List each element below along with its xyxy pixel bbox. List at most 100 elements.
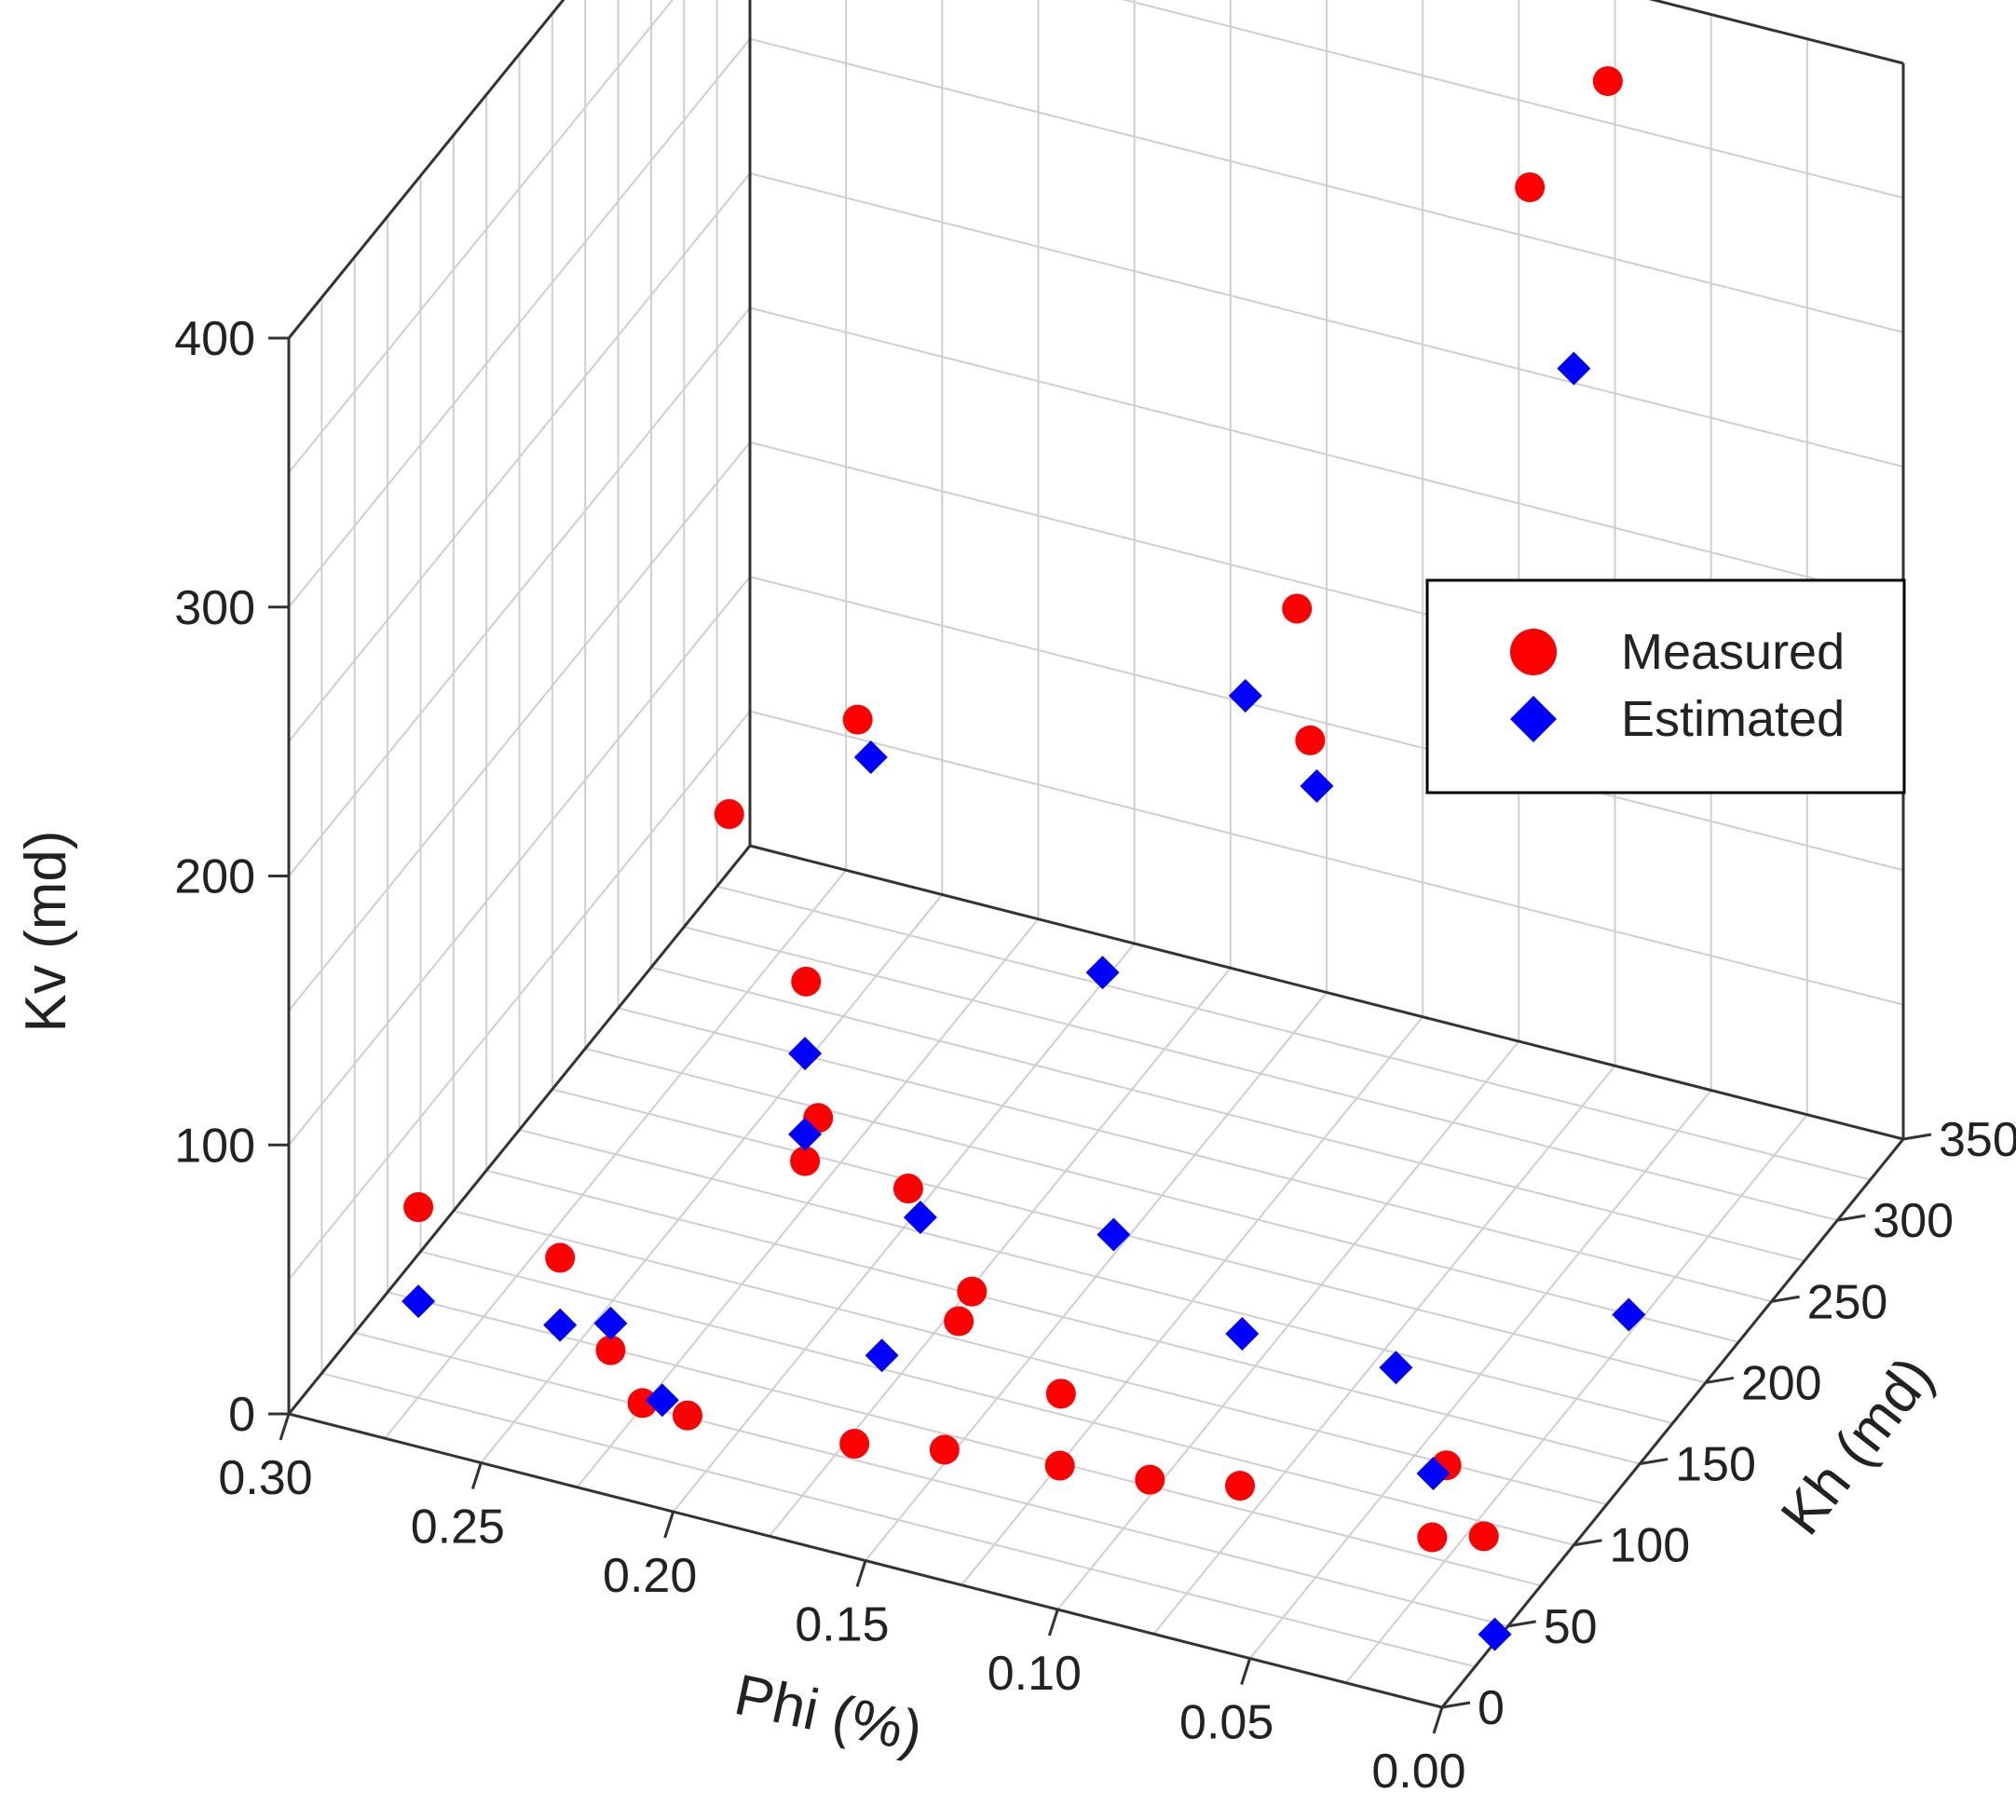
y-tick-label: 250 <box>1807 1275 1888 1329</box>
data-point-measured <box>1468 1521 1499 1552</box>
grid-line <box>288 172 751 742</box>
x-tick-mark <box>1240 1658 1252 1685</box>
y-tick-label: 100 <box>1609 1519 1690 1573</box>
data-point-estimated <box>1478 1617 1512 1651</box>
data-point-measured <box>892 1174 923 1204</box>
data-point-estimated <box>1416 1456 1451 1490</box>
legend-label-measured: Measured <box>1621 624 1845 680</box>
y-tick-label: 350 <box>1939 1113 2016 1167</box>
grid-line <box>453 1210 1608 1506</box>
data-point-measured <box>1135 1464 1165 1495</box>
x-tick-label: 0.25 <box>411 1501 505 1555</box>
x-tick-label: 0.20 <box>603 1549 697 1603</box>
x-tick-mark <box>470 1462 483 1489</box>
data-point-measured <box>790 1146 821 1176</box>
y-tick-mark <box>1771 1295 1800 1303</box>
data-point-measured <box>672 1400 702 1431</box>
frame-edge <box>287 845 752 1415</box>
grid-line <box>749 710 1904 1006</box>
data-point-measured <box>944 1306 974 1337</box>
x-tick-mark <box>855 1560 867 1587</box>
grid-line <box>288 38 751 608</box>
legend: Measured Estimated <box>1425 578 1906 795</box>
y-tick-mark <box>1902 1133 1932 1141</box>
data-point-measured <box>842 704 873 735</box>
y-tick-label: 300 <box>1873 1194 1954 1248</box>
y-tick-mark <box>1705 1376 1735 1384</box>
grid-line <box>288 306 751 877</box>
grid-line <box>1122 0 1904 199</box>
data-point-measured <box>714 799 744 830</box>
data-point-measured <box>1045 1379 1076 1409</box>
grid-line <box>387 1291 1542 1587</box>
data-point-measured <box>595 1335 626 1365</box>
data-point-estimated <box>1097 1217 1131 1252</box>
data-points <box>402 66 1646 1651</box>
grid-line <box>749 576 1904 872</box>
data-point-measured <box>1515 172 1546 203</box>
data-point-measured <box>1417 1522 1448 1553</box>
data-point-estimated <box>1225 1317 1260 1351</box>
data-point-estimated <box>1612 1297 1646 1332</box>
y-tick-label: 150 <box>1675 1438 1756 1492</box>
legend-marker-estimated <box>1510 696 1557 742</box>
data-point-estimated <box>1085 956 1120 990</box>
data-point-measured <box>1282 593 1313 624</box>
grid-line <box>519 1129 1673 1424</box>
y-tick-mark <box>1507 1620 1536 1628</box>
data-point-estimated <box>1300 768 1334 803</box>
frame-edge <box>1648 0 1904 65</box>
series-measured <box>403 66 1623 1553</box>
data-point-estimated <box>903 1200 937 1234</box>
grid-line <box>288 576 751 1146</box>
x-tick-mark <box>1047 1609 1059 1637</box>
data-point-measured <box>839 1429 870 1460</box>
data-point-estimated <box>853 740 888 774</box>
z-tick-label: 100 <box>174 1119 255 1173</box>
data-point-measured <box>1295 725 1326 755</box>
x-tick-label: 0.05 <box>1179 1696 1274 1750</box>
grid-line <box>288 710 751 1281</box>
data-point-measured <box>1225 1471 1256 1501</box>
grid-line <box>650 966 1805 1262</box>
y-tick-label: 0 <box>1478 1681 1505 1735</box>
data-point-measured <box>1044 1450 1075 1481</box>
data-point-estimated <box>1557 351 1591 386</box>
x-tick-label: 0.00 <box>1371 1745 1465 1799</box>
data-point-measured <box>627 1388 658 1419</box>
y-tick-mark <box>1639 1458 1669 1466</box>
data-point-measured <box>545 1243 576 1273</box>
x-tick-mark <box>663 1511 675 1539</box>
grid-line <box>354 1331 1508 1627</box>
data-point-estimated <box>645 1383 679 1418</box>
data-point-estimated <box>1379 1351 1413 1385</box>
grid-line <box>288 0 674 474</box>
legend-label-estimated: Estimated <box>1621 691 1845 747</box>
grid-line <box>749 172 1904 469</box>
grid-line <box>716 885 1871 1181</box>
x-tick-mark <box>1432 1706 1444 1734</box>
data-point-estimated <box>1228 679 1262 713</box>
data-point-measured <box>791 966 822 997</box>
legend-marker-measured <box>1510 629 1557 675</box>
grid-line <box>749 306 1904 603</box>
x-tick-label: 0.10 <box>988 1647 1082 1701</box>
legend-box <box>1425 578 1906 795</box>
frame-edge <box>287 0 565 339</box>
x-tick-label: 0.30 <box>218 1451 312 1505</box>
data-point-measured <box>403 1192 434 1223</box>
grid-line <box>584 1047 1739 1343</box>
data-point-measured <box>957 1276 988 1307</box>
x-tick-mark <box>279 1413 291 1441</box>
y-tick-label: 200 <box>1741 1356 1822 1410</box>
grid-line <box>684 926 1838 1222</box>
z-tick-label: 0 <box>228 1388 255 1442</box>
grid-line <box>321 1372 1476 1668</box>
y-tick-mark <box>1441 1701 1471 1709</box>
data-point-measured <box>1592 66 1623 97</box>
grid-line <box>420 1250 1574 1546</box>
data-point-measured <box>929 1434 960 1465</box>
data-point-estimated <box>543 1308 578 1342</box>
frame-edge <box>749 844 1904 1141</box>
